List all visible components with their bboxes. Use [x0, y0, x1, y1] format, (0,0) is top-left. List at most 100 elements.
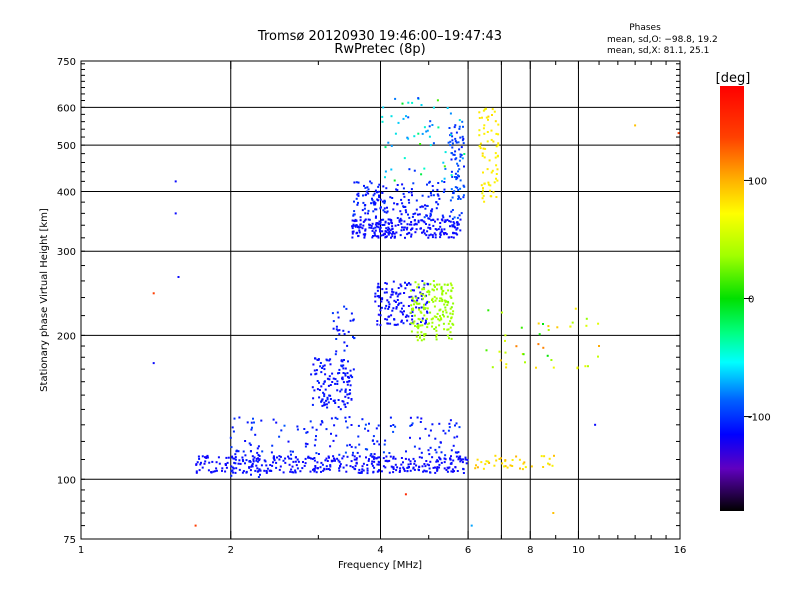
echo-point — [229, 436, 232, 439]
echo-point — [498, 350, 501, 353]
echo-point — [336, 389, 339, 392]
echo-point — [443, 177, 446, 180]
echo-point — [436, 218, 439, 221]
echo-point — [394, 301, 397, 303]
echo-point — [411, 227, 414, 230]
echo-point — [393, 202, 396, 205]
echo-point — [345, 307, 348, 310]
echo-point — [408, 216, 411, 219]
y-tick-label: 750 — [57, 57, 76, 68]
echo-point — [230, 446, 233, 449]
echo-point — [439, 225, 442, 228]
echo-point — [245, 470, 248, 473]
echo-point — [353, 337, 356, 339]
echo-point — [322, 382, 325, 385]
echo-point — [495, 177, 497, 180]
echo-point — [379, 229, 382, 232]
echo-point — [424, 465, 427, 468]
echo-point — [385, 455, 388, 458]
echo-point — [542, 466, 545, 468]
echo-point — [491, 114, 493, 116]
echo-point — [334, 353, 337, 356]
echo-point — [376, 470, 379, 473]
echo-point — [320, 420, 323, 423]
echo-point — [522, 462, 525, 465]
echo-point — [400, 213, 403, 216]
echo-point — [368, 458, 370, 461]
echo-point — [386, 210, 389, 213]
echo-point — [260, 419, 263, 422]
echo-point — [431, 325, 433, 328]
echo-point — [425, 470, 428, 473]
echo-point — [443, 457, 446, 460]
echo-point — [242, 460, 245, 463]
echo-point — [451, 135, 454, 138]
echo-point — [347, 396, 350, 399]
echo-point — [413, 445, 416, 448]
echo-point — [483, 108, 486, 111]
echo-point — [432, 142, 435, 145]
echo-point — [424, 204, 426, 207]
echo-point — [597, 355, 599, 358]
echo-point — [429, 144, 432, 147]
echo-point — [585, 324, 588, 327]
echo-point — [257, 454, 260, 456]
echo-point — [379, 226, 382, 229]
echo-point — [446, 315, 449, 318]
echo-point — [435, 333, 438, 336]
echo-point — [410, 330, 413, 333]
echo-point — [294, 471, 297, 474]
echo-point — [634, 124, 637, 127]
echo-point — [375, 427, 378, 430]
echo-point — [231, 426, 234, 429]
echo-point — [252, 460, 255, 463]
echo-point — [265, 471, 268, 474]
echo-point — [215, 461, 218, 464]
echo-point — [392, 231, 395, 233]
echo-point — [349, 384, 352, 387]
echo-point — [394, 224, 397, 227]
echo-point — [482, 187, 484, 190]
echo-point — [453, 436, 456, 439]
echo-point — [250, 450, 252, 453]
echo-point — [256, 447, 259, 450]
echo-point — [394, 463, 397, 466]
echo-point — [407, 199, 410, 201]
echo-point — [335, 350, 338, 353]
echo-point — [237, 462, 240, 465]
echo-point — [547, 329, 550, 331]
echo-point — [452, 192, 455, 194]
echo-point — [291, 465, 294, 468]
echo-point — [416, 339, 419, 342]
echo-point — [441, 214, 444, 217]
echo-point — [448, 422, 451, 425]
echo-point — [320, 371, 323, 374]
echo-point — [410, 295, 413, 298]
echo-point — [457, 189, 460, 191]
echo-point — [337, 372, 339, 375]
echo-point — [388, 227, 391, 230]
echo-point — [317, 358, 320, 361]
echo-point — [418, 465, 421, 468]
echo-point — [441, 290, 444, 293]
echo-point — [441, 180, 443, 183]
echo-point — [447, 322, 450, 325]
echo-point — [373, 456, 376, 459]
echo-point — [417, 286, 420, 289]
echo-point — [329, 398, 332, 400]
echo-point — [206, 455, 209, 458]
echo-point — [449, 331, 452, 334]
echo-point — [325, 465, 328, 468]
echo-point — [487, 181, 490, 184]
echo-point — [205, 457, 208, 459]
echo-point — [319, 466, 322, 469]
echo-point — [397, 303, 400, 306]
echo-point — [316, 467, 319, 470]
echo-point — [378, 196, 381, 199]
phase-info-heading: Phases — [629, 23, 661, 33]
echo-point — [367, 209, 370, 212]
echo-point — [450, 306, 453, 309]
echo-point — [435, 297, 438, 300]
echo-point — [322, 469, 325, 472]
echo-point — [445, 292, 448, 295]
